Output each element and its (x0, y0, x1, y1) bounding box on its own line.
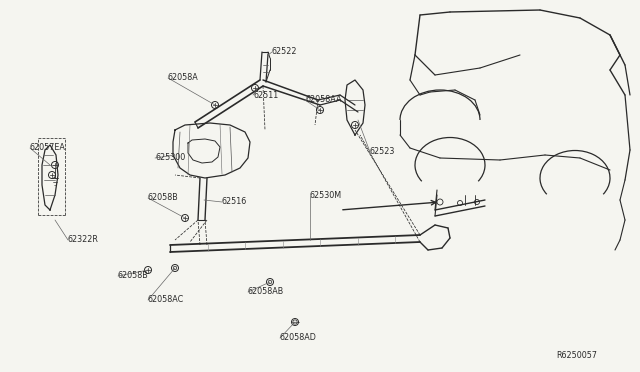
Text: 62057EA: 62057EA (30, 144, 66, 153)
Text: 62058AA: 62058AA (305, 96, 342, 105)
Text: 62523: 62523 (370, 148, 396, 157)
Text: 62058AC: 62058AC (148, 295, 184, 305)
Text: 62058A: 62058A (168, 74, 199, 83)
Text: 62530M: 62530M (310, 192, 342, 201)
Text: R6250057: R6250057 (556, 350, 597, 359)
Text: 62516: 62516 (222, 198, 247, 206)
Text: 62522: 62522 (272, 48, 298, 57)
Text: 625300: 625300 (155, 154, 185, 163)
Text: 62058B: 62058B (148, 193, 179, 202)
Text: 62058B: 62058B (118, 272, 148, 280)
Text: 62058AB: 62058AB (248, 288, 284, 296)
Text: 62322R: 62322R (68, 235, 99, 244)
Text: 62058AD: 62058AD (280, 334, 317, 343)
Text: 62511: 62511 (253, 90, 278, 99)
